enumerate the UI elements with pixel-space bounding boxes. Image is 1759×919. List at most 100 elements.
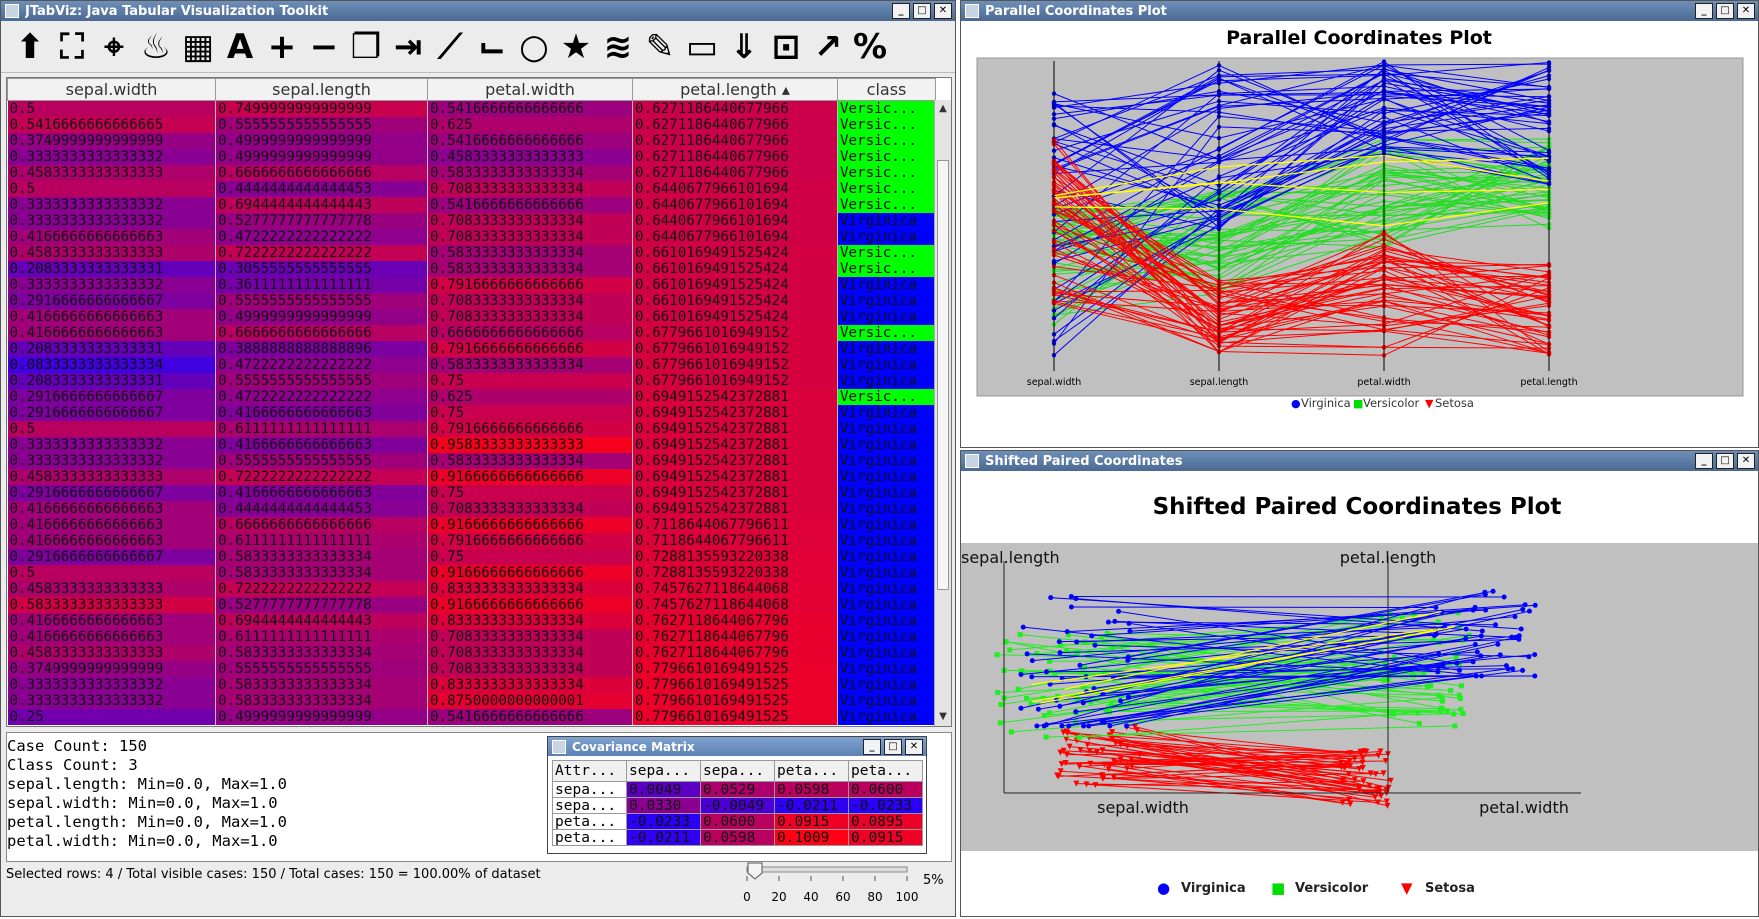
table-cell[interactable]: 0.7499999999999999 <box>215 100 428 117</box>
table-cell[interactable]: 0.3888888888888896 <box>215 341 428 357</box>
table-cell[interactable]: 0.7118644067796611 <box>632 533 838 549</box>
table-cell[interactable]: 0.4166666666666663 <box>7 629 216 645</box>
table-cell[interactable]: Versic... <box>837 117 936 133</box>
covariance-cell[interactable]: -0.0211 <box>626 829 701 846</box>
table-row[interactable]: 0.4583333333333333 0.5833333333333334 0.70… <box>7 645 936 661</box>
covariance-close-button[interactable]: ✕ <box>905 738 923 755</box>
table-cell[interactable]: Versic... <box>837 181 936 197</box>
table-cell[interactable]: 0.625 <box>427 389 633 405</box>
covariance-header[interactable]: peta... <box>848 760 923 782</box>
table-cell[interactable]: Versic... <box>837 133 936 149</box>
table-cell[interactable]: 0.6666666666666666 <box>215 325 428 341</box>
table-cell[interactable]: 0.4583333333333333 <box>7 165 216 181</box>
column-header[interactable]: sepal.length <box>215 78 428 101</box>
export-icon[interactable]: ⇥ <box>393 26 423 67</box>
table-cell[interactable]: 0.5 <box>7 100 216 117</box>
covariance-maximize-button[interactable]: □ <box>884 738 902 755</box>
table-cell[interactable]: 0.9166666666666666 <box>427 597 633 613</box>
table-cell[interactable]: 0.5833333333333334 <box>427 165 633 181</box>
table-row[interactable]: 0.2916666666666667 0.4722222222222222 0.62… <box>7 389 936 405</box>
table-cell[interactable]: 0.4722222222222222 <box>215 357 428 373</box>
table-cell[interactable]: 0.3749999999999999 <box>7 133 216 149</box>
covariance-cell[interactable]: 0.0600 <box>848 781 923 798</box>
flame-icon[interactable]: ♨ <box>140 26 172 67</box>
table-cell[interactable]: Versic... <box>837 165 936 181</box>
shifted-maximize-button[interactable]: □ <box>1716 453 1734 469</box>
table-cell[interactable]: 0.6944444444444443 <box>215 613 428 629</box>
table-cell[interactable]: 0.3333333333333332 <box>7 149 216 165</box>
table-cell[interactable]: Virginica <box>837 517 936 533</box>
table-row[interactable]: 0.4583333333333333 0.7222222222222222 0.91… <box>7 469 936 485</box>
table-cell[interactable]: Virginica <box>837 693 936 709</box>
table-cell[interactable]: 0.5416666666666666 <box>427 709 633 725</box>
table-cell[interactable]: 0.7083333333333334 <box>427 181 633 197</box>
table-cell[interactable]: 0.9583333333333333 <box>427 437 633 453</box>
table-cell[interactable]: Virginica <box>837 277 936 293</box>
table-cell[interactable]: 0.5 <box>7 565 216 581</box>
table-cell[interactable]: Virginica <box>837 357 936 373</box>
table-cell[interactable]: Virginica <box>837 581 936 597</box>
parallel-minimize-button[interactable]: _ <box>1695 3 1713 19</box>
table-cell[interactable]: 0.6949152542372881 <box>632 485 838 501</box>
table-cell[interactable]: 0.7288135593220338 <box>632 565 838 581</box>
table-cell[interactable]: 0.7627118644067796 <box>632 645 838 661</box>
covariance-cell[interactable]: 0.0598 <box>700 829 775 846</box>
table-cell[interactable]: 0.7457627118644068 <box>632 597 838 613</box>
table-cell[interactable]: 0.7083333333333334 <box>427 629 633 645</box>
table-cell[interactable]: Virginica <box>837 501 936 517</box>
table-cell[interactable]: 0.5277777777777778 <box>215 597 428 613</box>
table-cell[interactable]: 0.625 <box>427 117 633 133</box>
table-cell[interactable]: Virginica <box>837 613 936 629</box>
table-cell[interactable]: 0.2916666666666667 <box>7 549 216 565</box>
table-row[interactable]: 0.2916666666666667 0.4166666666666663 0.75… <box>7 485 936 501</box>
maximize-button[interactable]: □ <box>913 3 931 19</box>
table-cell[interactable]: 0.2916666666666667 <box>7 389 216 405</box>
table-cell[interactable]: Versic... <box>837 197 936 213</box>
table-cell[interactable]: 0.4444444444444453 <box>215 501 428 517</box>
table-cell[interactable]: 0.6666666666666666 <box>215 165 428 181</box>
table-cell[interactable]: 0.4583333333333333 <box>427 149 633 165</box>
table-cell[interactable]: 0.7627118644067796 <box>632 629 838 645</box>
table-cell[interactable]: 0.0833333333333334 <box>7 357 216 373</box>
table-cell[interactable]: 0.7083333333333334 <box>427 661 633 677</box>
table-cell[interactable]: 0.4583333333333333 <box>7 581 216 597</box>
table-cell[interactable]: Virginica <box>837 213 936 229</box>
resize-icon[interactable]: ⊡ <box>771 26 801 67</box>
table-cell[interactable]: 0.7796610169491525 <box>632 709 838 725</box>
table-cell[interactable]: 0.3333333333333332 <box>7 197 216 213</box>
table-cell[interactable]: 0.2083333333333331 <box>7 341 216 357</box>
table-row[interactable]: 0.4166666666666663 0.4444444444444453 0.70… <box>7 501 936 517</box>
table-cell[interactable]: 0.6949152542372881 <box>632 437 838 453</box>
table-cell[interactable]: 0.3333333333333332 <box>7 213 216 229</box>
table-cell[interactable]: 0.7222222222222222 <box>215 469 428 485</box>
location-pin-icon[interactable]: ⌖ <box>104 26 124 67</box>
table-cell[interactable]: 0.3055555555555555 <box>215 261 428 277</box>
table-row[interactable]: 0.4166666666666663 0.4722222222222222 0.70… <box>7 229 936 245</box>
table-cell[interactable]: 0.7083333333333334 <box>427 213 633 229</box>
table-cell[interactable]: Versic... <box>837 245 936 261</box>
table-cell[interactable]: 0.5833333333333333 <box>7 597 216 613</box>
table-cell[interactable]: 0.4166666666666663 <box>215 485 428 501</box>
color-picker-icon[interactable]: ✎ <box>645 26 675 67</box>
table-cell[interactable]: Versic... <box>837 261 936 277</box>
percent-slider[interactable]: 0 20 40 60 80 100 5% <box>739 857 954 904</box>
table-cell[interactable]: 0.9166666666666666 <box>427 565 633 581</box>
covariance-row[interactable]: sepa... 0.0330 -0.0049 -0.0211 -0.0233 <box>552 797 923 814</box>
table-cell[interactable]: Virginica <box>837 437 936 453</box>
line-chart-icon[interactable]: ⟋ <box>438 26 462 67</box>
table-cell[interactable]: 0.3333333333333332 <box>7 693 216 709</box>
table-cell[interactable]: Virginica <box>837 485 936 501</box>
table-row[interactable]: 0.3333333333333332 0.4166666666666663 0.95… <box>7 437 936 453</box>
table-cell[interactable]: 0.5 <box>7 181 216 197</box>
table-cell[interactable]: 0.4166666666666663 <box>7 533 216 549</box>
table-cell[interactable]: 0.7916666666666666 <box>427 421 633 437</box>
font-icon[interactable]: A <box>226 26 254 67</box>
table-cell[interactable]: 0.4999999999999999 <box>215 149 428 165</box>
table-cell[interactable]: 0.5 <box>7 421 216 437</box>
table-cell[interactable]: 0.2916666666666667 <box>7 485 216 501</box>
table-cell[interactable]: 0.2916666666666667 <box>7 405 216 421</box>
table-row[interactable]: 0.0833333333333334 0.4722222222222222 0.58… <box>7 357 936 373</box>
table-row[interactable]: 0.3333333333333332 0.5555555555555555 0.58… <box>7 453 936 469</box>
table-cell[interactable]: Virginica <box>837 677 936 693</box>
shifted-close-button[interactable]: ✕ <box>1737 453 1755 469</box>
